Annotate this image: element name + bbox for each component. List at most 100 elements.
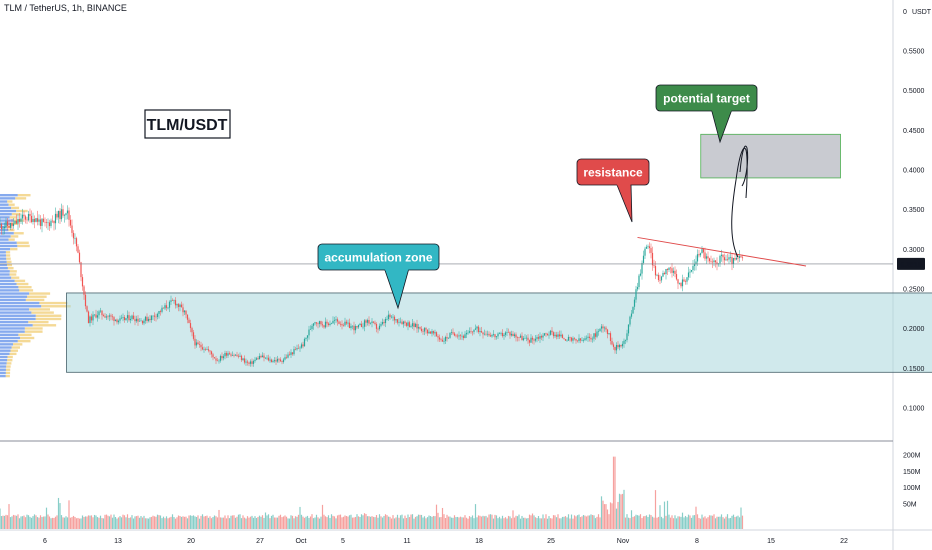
candle-body — [635, 289, 637, 300]
candle-body — [729, 257, 732, 258]
volume-bar — [713, 514, 715, 529]
accumulation-zone-callout: accumulation zone — [317, 243, 440, 310]
candle-body — [416, 323, 418, 329]
volume-bar — [708, 515, 711, 529]
volume-profile-bar — [31, 311, 54, 314]
volume-bar — [500, 518, 502, 529]
volume-bar — [593, 515, 595, 529]
resistance-callout: resistance — [576, 158, 650, 223]
volume-bar — [626, 514, 628, 529]
volume-bar — [573, 515, 576, 529]
candle-body — [38, 219, 40, 222]
volume-bar — [209, 516, 211, 529]
volume-bar — [300, 514, 303, 529]
volume-bar — [180, 516, 183, 529]
volume-bar — [38, 517, 40, 529]
candle-body — [180, 304, 183, 308]
volume-bar — [191, 515, 193, 529]
volume-bar — [342, 516, 345, 529]
volume-bar — [179, 515, 181, 529]
volume-profile-bar — [0, 305, 42, 308]
volume-bar — [18, 518, 21, 529]
candle-body — [483, 333, 486, 335]
volume-profile-bar — [0, 349, 11, 352]
candle-body — [716, 262, 718, 265]
candle-body — [71, 225, 73, 233]
volume-bar — [707, 517, 709, 529]
candle-body — [614, 346, 616, 351]
date-tick-label: 20 — [187, 538, 195, 545]
candle-body — [590, 337, 592, 340]
volume-bar — [494, 514, 496, 529]
candle-body — [90, 316, 93, 321]
candle-body — [636, 287, 639, 290]
candle-body — [740, 256, 742, 258]
volume-bar — [506, 518, 508, 529]
candle-body — [608, 333, 610, 334]
price-axis-currency: USDT — [912, 9, 932, 16]
candle-body — [546, 333, 549, 336]
volume-bar — [188, 515, 190, 529]
volume-bar — [224, 515, 226, 529]
candle-body — [324, 321, 327, 328]
volume-bar — [50, 518, 52, 529]
volume-bar — [558, 518, 561, 529]
candle-body — [344, 321, 346, 326]
volume-bar — [204, 516, 207, 529]
candle-body — [722, 254, 724, 258]
volume-bar — [636, 515, 639, 529]
candle-body — [309, 328, 312, 330]
volume-bar — [248, 517, 250, 529]
candle-body — [114, 319, 117, 321]
date-tick-label: 22 — [840, 538, 848, 545]
volume-profile-bar — [0, 298, 26, 302]
price-tick-label: 0.5000 — [903, 88, 925, 95]
volume-bar — [437, 512, 439, 529]
candle-body — [141, 320, 144, 324]
volume-profile-bar — [11, 213, 21, 216]
candle-body — [3, 227, 6, 229]
candle-body — [545, 333, 547, 334]
candle-body — [104, 316, 106, 318]
candle-body — [441, 339, 444, 342]
volume-bar — [405, 517, 408, 529]
candle-body — [84, 294, 87, 307]
volume-profile-bar — [0, 209, 17, 213]
last-price-label: 0.2816 — [900, 262, 922, 269]
candle-body — [21, 214, 24, 219]
volume-bar — [738, 517, 741, 529]
volume-bar — [186, 518, 189, 529]
volume-bar — [540, 518, 543, 529]
volume-bar — [404, 515, 406, 529]
volume-bar — [653, 517, 655, 529]
volume-bar — [140, 515, 142, 529]
volume-bar — [677, 516, 679, 529]
candle-body — [587, 336, 589, 338]
volume-bar — [666, 500, 669, 529]
volume-bar — [11, 516, 13, 529]
candle-body — [368, 320, 370, 324]
volume-bar — [122, 514, 124, 529]
candle-body — [36, 218, 39, 222]
volume-bar — [192, 515, 195, 529]
volume-bar — [390, 518, 393, 529]
volume-bar — [614, 456, 616, 529]
candle-body — [584, 338, 586, 341]
volume-bar — [681, 512, 684, 529]
candle-body — [143, 320, 145, 324]
volume-bar — [668, 514, 670, 529]
volume-bar — [377, 517, 379, 529]
volume-bar — [542, 514, 544, 529]
candle-body — [432, 331, 435, 334]
volume-bar — [401, 514, 403, 529]
volume-profile-bar — [13, 219, 24, 222]
volume-bar — [258, 515, 261, 529]
volume-bar — [452, 517, 454, 529]
volume-profile-bar — [0, 263, 8, 267]
volume-bar — [698, 517, 700, 529]
volume-bar — [261, 515, 264, 529]
volume-bar — [92, 517, 94, 529]
accumulation-zone-pointer-join — [385, 268, 409, 271]
volume-bar — [509, 516, 511, 529]
